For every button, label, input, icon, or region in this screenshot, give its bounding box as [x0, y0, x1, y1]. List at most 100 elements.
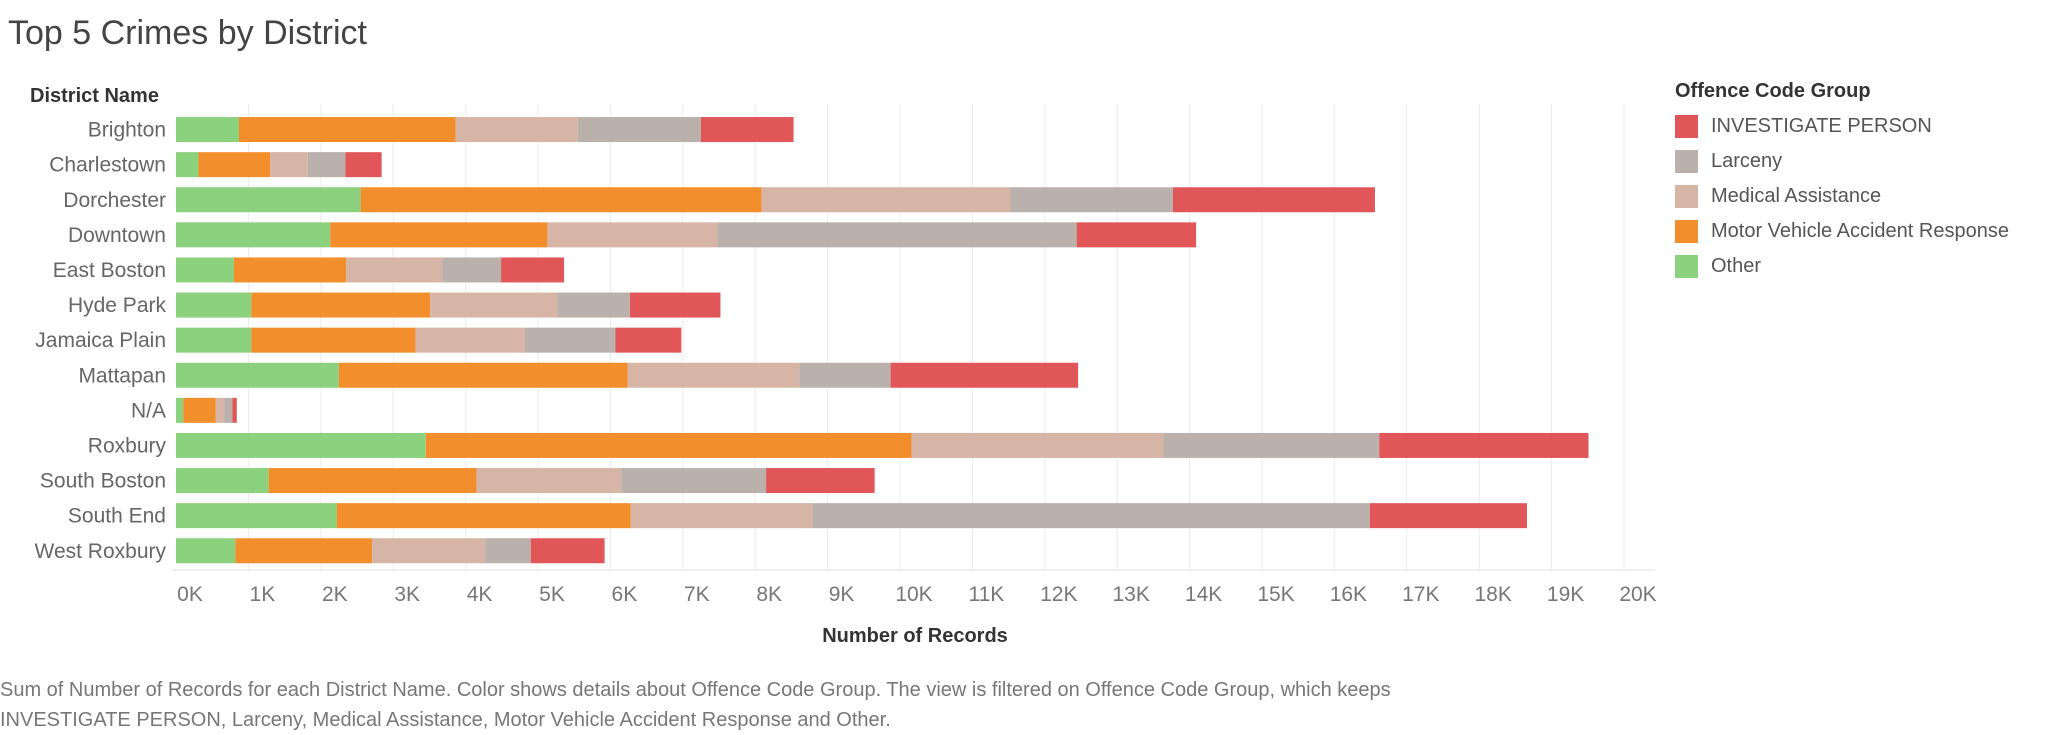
bar-segment[interactable] [415, 327, 525, 353]
bar-segment[interactable] [176, 468, 269, 494]
caption: Sum of Number of Records for each Distri… [0, 675, 1600, 735]
legend-swatch [1675, 185, 1698, 208]
legend-item[interactable]: Larceny [1675, 144, 2045, 179]
x-axis-title: Number of Records [822, 625, 1008, 647]
y-axis-title: District Name [30, 85, 159, 107]
legend-item[interactable]: INVESTIGATE PERSON [1675, 109, 2045, 144]
bar-segment[interactable] [224, 397, 233, 423]
bar-segment[interactable] [615, 327, 682, 353]
bar-segment[interactable] [346, 257, 443, 283]
x-tick-label: 4K [467, 583, 493, 606]
x-tick-label: 20K [1619, 583, 1656, 606]
bar-segment[interactable] [911, 432, 1164, 458]
bar-segment[interactable] [198, 152, 271, 178]
y-category-label: Roxbury [88, 434, 167, 457]
bar-segment[interactable] [251, 327, 416, 353]
legend-item[interactable]: Other [1675, 249, 2045, 284]
bars [176, 117, 1589, 564]
bar-segment[interactable] [425, 432, 912, 458]
bar-segment[interactable] [176, 152, 199, 178]
bar-segment[interactable] [430, 292, 558, 318]
bar-segment[interactable] [176, 222, 331, 248]
legend-items: INVESTIGATE PERSON Larceny Medical Assista… [1675, 109, 2045, 284]
bar-segment[interactable] [330, 222, 548, 248]
bar-segment[interactable] [577, 117, 701, 143]
bar-segment[interactable] [176, 538, 236, 564]
x-tick-label: 14K [1185, 583, 1222, 606]
bar-segment[interactable] [485, 538, 531, 564]
x-tick-label: 11K [968, 583, 1004, 606]
bar-segment[interactable] [455, 117, 578, 143]
bar-segment[interactable] [530, 538, 605, 564]
y-category-label: South End [68, 505, 166, 528]
bar-segment[interactable] [372, 538, 486, 564]
bar-segment[interactable] [176, 187, 361, 213]
bar-segment[interactable] [630, 503, 813, 529]
bar-segment[interactable] [1172, 187, 1375, 213]
page-title: Top 5 Crimes by District [8, 14, 367, 52]
bar-segment[interactable] [1379, 432, 1589, 458]
bar-segment[interactable] [442, 257, 502, 283]
bar-segment[interactable] [176, 292, 252, 318]
bar-segment[interactable] [1369, 503, 1527, 529]
bar-segment[interactable] [251, 292, 431, 318]
bar-segment[interactable] [627, 362, 800, 388]
y-category-label: Brighton [88, 119, 166, 142]
bar-segment[interactable] [547, 222, 718, 248]
bar-segment[interactable] [176, 362, 339, 388]
legend-label: Medical Assistance [1711, 185, 1882, 207]
x-tick-label: 12K [1040, 583, 1077, 606]
y-category-label: Mattapan [78, 364, 166, 387]
bar-segment[interactable] [799, 362, 891, 388]
bar-segment[interactable] [700, 117, 794, 143]
bar-segment[interactable] [176, 397, 184, 423]
legend-item[interactable]: Motor Vehicle Accident Response [1675, 214, 2045, 249]
bar-segment[interactable] [360, 187, 762, 213]
bar-segment[interactable] [338, 362, 628, 388]
bar-segment[interactable] [238, 117, 456, 143]
bar-segment[interactable] [176, 257, 234, 283]
x-tick-label: 18K [1475, 583, 1512, 606]
bar-segment[interactable] [345, 152, 382, 178]
legend-label: INVESTIGATE PERSON [1711, 115, 1932, 137]
bar-segment[interactable] [812, 503, 1370, 529]
bar-segment[interactable] [501, 257, 565, 283]
bar-segment[interactable] [336, 503, 631, 529]
bar-segment[interactable] [176, 327, 252, 353]
caption-line-1: Sum of Number of Records for each Distri… [0, 679, 1391, 701]
bar-segment[interactable] [766, 468, 875, 494]
bar-segment[interactable] [524, 327, 616, 353]
bar-segment[interactable] [557, 292, 630, 318]
bar-segment[interactable] [1010, 187, 1173, 213]
bar-segment[interactable] [215, 397, 225, 423]
x-tick-label: 15K [1257, 583, 1294, 606]
bar-segment[interactable] [1163, 432, 1380, 458]
bar-segment[interactable] [761, 187, 1011, 213]
legend-item[interactable]: Medical Assistance [1675, 179, 2045, 214]
bar-segment[interactable] [176, 432, 426, 458]
bar-segment[interactable] [233, 257, 347, 283]
bar-segment[interactable] [1076, 222, 1197, 248]
y-category-label: South Boston [40, 470, 166, 493]
bar-segment[interactable] [890, 362, 1079, 388]
legend-label: Motor Vehicle Accident Response [1711, 220, 2009, 242]
legend-swatch [1675, 150, 1698, 173]
bar-segment[interactable] [476, 468, 622, 494]
x-tick-label: 17K [1402, 583, 1439, 606]
bar-segment[interactable] [717, 222, 1077, 248]
legend-label: Larceny [1711, 150, 1783, 172]
bar-segment[interactable] [307, 152, 346, 178]
bar-segment[interactable] [270, 152, 308, 178]
x-tick-label: 3K [394, 583, 420, 606]
x-tick-label: 9K [829, 583, 855, 606]
bar-segment[interactable] [176, 503, 337, 529]
bar-segment[interactable] [183, 397, 216, 423]
bar-segment[interactable] [235, 538, 373, 564]
bar-segment[interactable] [268, 468, 477, 494]
bar-segment[interactable] [232, 397, 237, 423]
y-category-label: Hyde Park [68, 294, 167, 317]
bar-segment[interactable] [629, 292, 721, 318]
stacked-bar-chart: Brighton Charlestown Dorchester Downtown Eas… [30, 85, 1657, 647]
bar-segment[interactable] [176, 117, 239, 143]
bar-segment[interactable] [621, 468, 767, 494]
